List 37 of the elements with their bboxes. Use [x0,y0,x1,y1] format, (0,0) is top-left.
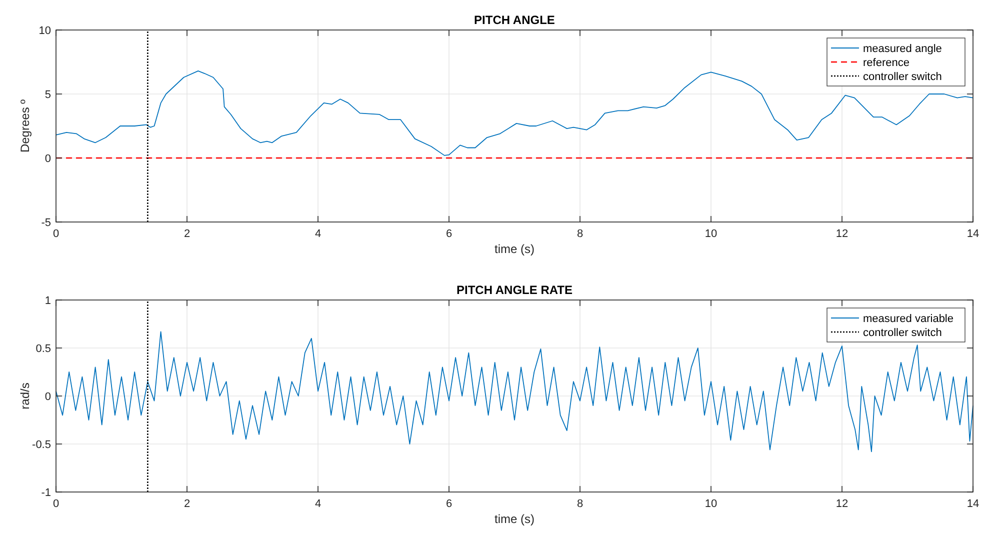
y-tick-label: 5 [44,89,51,101]
x-tick-label: 8 [576,228,584,240]
y-tick-label: -1 [41,487,51,499]
x-axis-title: time (s) [494,512,534,526]
x-tick-label: 10 [704,498,718,510]
y-tick-label: 1 [44,295,51,307]
x-tick-label: 12 [836,498,848,510]
x-tick-label: 14 [966,228,980,240]
x-tick-label: 12 [836,228,848,240]
chart-title: PITCH ANGLE [474,13,555,27]
legend-label: measured variable [863,313,954,325]
legend-label: reference [863,57,910,69]
x-tick-label: 4 [314,498,322,510]
y-axis-title: Degrees º [18,98,32,153]
x-axis-title: time (s) [494,242,534,256]
x-tick-label: 10 [704,228,718,240]
x-tick-label: 14 [966,498,980,510]
x-tick-label: 4 [314,228,322,240]
x-tick-label: 8 [576,498,584,510]
y-axis-title: rad/s [18,382,32,410]
line-series [56,70,974,156]
x-tick-label: 2 [184,498,190,510]
legend-label: controller switch [863,71,942,83]
x-tick-label: 6 [446,228,452,240]
x-tick-label: 2 [184,228,190,240]
y-tick-label: 0 [44,153,51,165]
y-tick-label: 0 [44,391,51,403]
chart-title: PITCH ANGLE RATE [456,283,572,297]
x-tick-label: 6 [446,498,452,510]
x-tick-label: 0 [52,498,60,510]
y-tick-label: -5 [41,217,51,229]
y-tick-label: 10 [38,25,51,37]
x-tick-label: 0 [52,228,60,240]
legend-label: measured angle [863,43,942,55]
y-tick-label: 0.5 [36,343,51,355]
y-tick-label: -0.5 [32,439,51,451]
legend-label: controller switch [863,327,942,339]
